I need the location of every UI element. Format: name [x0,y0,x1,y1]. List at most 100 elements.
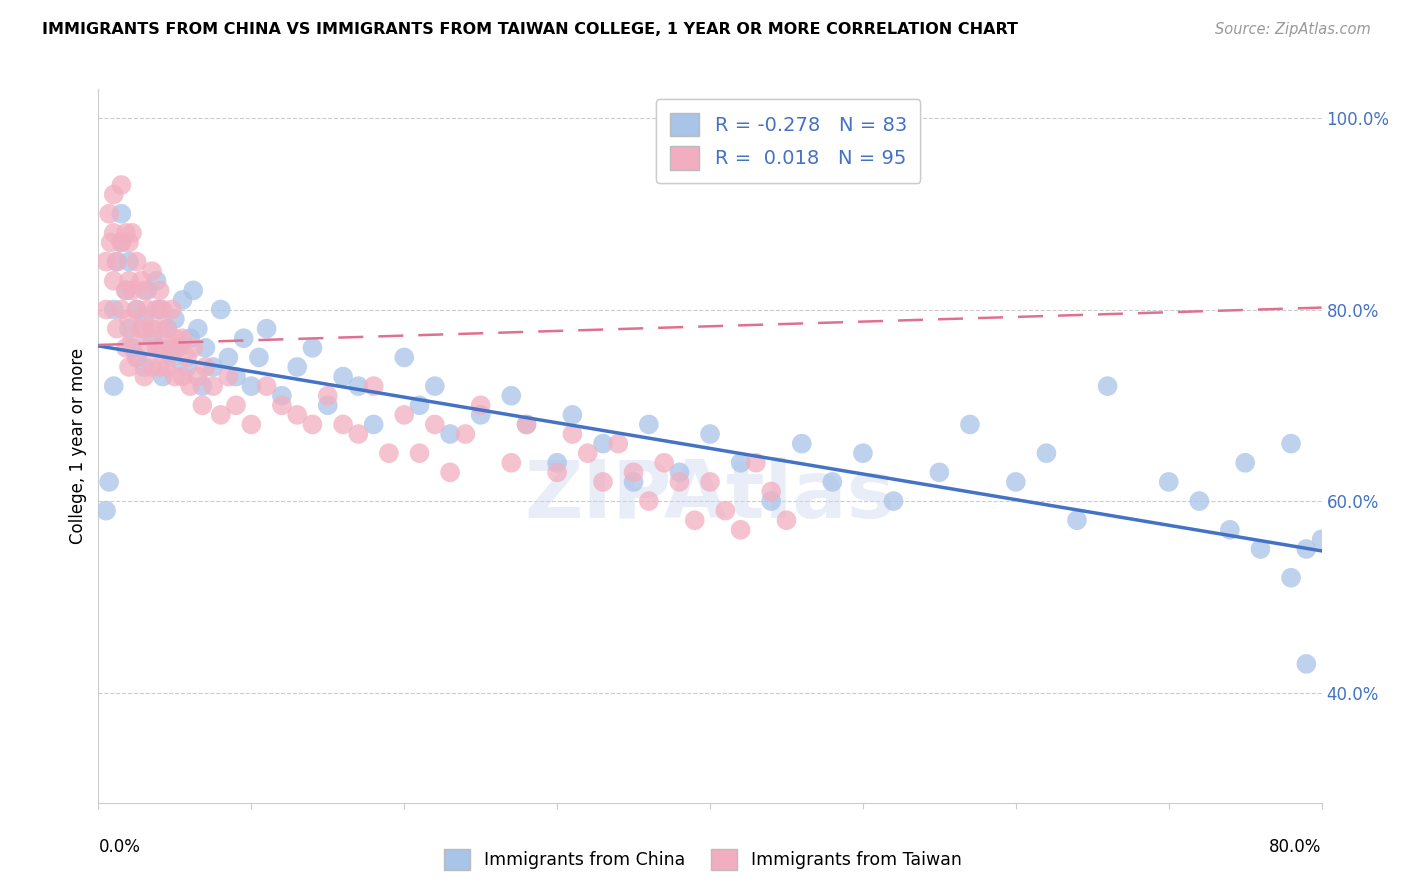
Point [163,312,186,326]
Point [423,417,446,432]
Point [392,351,416,365]
Point [121,284,143,298]
Point [163,331,186,345]
Point [668,475,690,489]
Point [1219,523,1241,537]
Point [1097,379,1119,393]
Point [134,321,156,335]
Point [194,341,217,355]
Point [181,341,204,355]
Point [121,331,143,345]
Point [270,398,292,412]
Point [316,398,339,412]
Point [270,389,292,403]
Legend: R = -0.278   N = 83, R =  0.018   N = 95: R = -0.278 N = 83, R = 0.018 N = 95 [657,99,921,184]
Point [167,341,190,355]
Point [1295,541,1317,556]
Point [561,408,583,422]
Text: 80.0%: 80.0% [1270,838,1322,856]
Point [110,302,132,317]
Point [152,341,174,355]
Point [172,293,194,307]
Point [125,351,148,365]
Point [730,523,752,537]
Point [240,417,263,432]
Point [516,417,538,432]
Point [775,513,797,527]
Point [145,341,167,355]
Legend: Immigrants from China, Immigrants from Taiwan: Immigrants from China, Immigrants from T… [436,840,970,879]
Point [115,341,138,355]
Point [136,302,159,317]
Point [179,379,201,393]
Point [592,475,614,489]
Point [172,369,194,384]
Point [121,226,143,240]
Point [408,398,430,412]
Point [94,503,117,517]
Point [163,369,186,384]
Point [454,427,477,442]
Point [1157,475,1180,489]
Point [285,359,308,374]
Point [167,341,190,355]
Point [115,284,138,298]
Point [1249,541,1271,556]
Point [118,312,141,326]
Point [247,351,270,365]
Point [156,321,179,335]
Point [501,389,523,403]
Point [160,351,183,365]
Point [145,274,167,288]
Point [546,456,568,470]
Point [637,417,661,432]
Point [363,379,385,393]
Point [745,456,768,470]
Point [136,341,159,355]
Point [202,379,225,393]
Point [730,456,752,470]
Point [149,302,172,317]
Point [209,408,232,422]
Point [145,302,167,317]
Point [152,369,174,384]
Point [110,207,132,221]
Point [852,446,875,460]
Point [181,284,204,298]
Point [149,341,172,355]
Point [470,398,492,412]
Point [652,456,675,470]
Point [699,427,721,442]
Point [1279,436,1302,450]
Point [607,436,630,450]
Point [141,331,163,345]
Point [501,456,523,470]
Point [759,484,782,499]
Point [125,254,148,268]
Point [225,369,247,384]
Point [176,359,198,374]
Point [576,446,599,460]
Point [1310,533,1333,547]
Point [118,274,141,288]
Point [928,466,950,480]
Point [125,302,148,317]
Point [623,475,645,489]
Point [149,284,172,298]
Point [301,341,323,355]
Point [256,379,278,393]
Point [152,302,174,317]
Point [1066,513,1088,527]
Text: 0.0%: 0.0% [98,838,141,856]
Point [103,226,125,240]
Point [110,235,132,250]
Point [121,341,143,355]
Point [217,369,239,384]
Point [94,254,117,268]
Point [316,389,339,403]
Point [136,284,159,298]
Point [408,446,430,460]
Point [179,331,201,345]
Point [160,302,183,317]
Point [1035,446,1057,460]
